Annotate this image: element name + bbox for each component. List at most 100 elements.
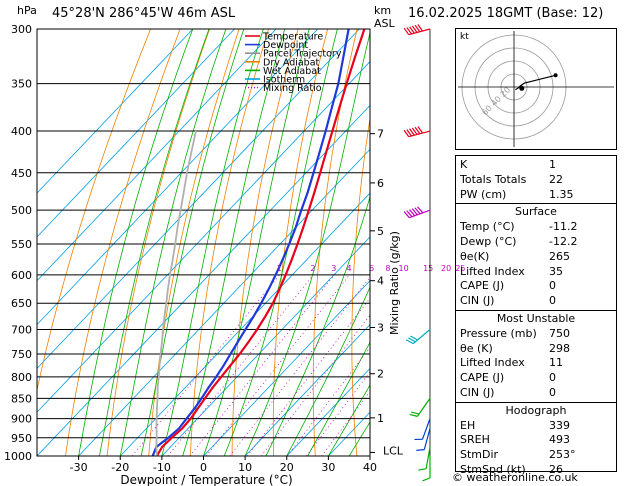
surface-row: CIN (J) 0 (460, 294, 612, 308)
index-label: K (460, 158, 468, 171)
series-parcel-trajectory (155, 130, 197, 456)
section-divider (456, 203, 616, 205)
km-tick-label: 1 (377, 412, 384, 425)
dry-adiabat-line (148, 29, 240, 456)
dry-adiabat-line (622, 29, 629, 456)
surface-row: Temp (°C) -11.2 (460, 220, 612, 234)
km-tick-label: 7 (377, 128, 384, 141)
index-label: Totals Totals (460, 172, 527, 186)
mixing-ratio-label: 20 (441, 264, 451, 273)
wind-barb-flag (410, 335, 418, 341)
isotherm-line (244, 323, 370, 456)
x-tick-label: 10 (238, 461, 252, 474)
index-label: CIN (J) (460, 386, 495, 399)
pressure-tick-label: 800 (11, 371, 32, 384)
legend-label: Parcel Trajectory (263, 49, 342, 60)
mixing-ratio-label: 3 (331, 264, 336, 273)
pressure-tick-label: 700 (11, 324, 32, 337)
index-value: 298 (549, 341, 570, 355)
legend-label: Isotherm (263, 75, 305, 86)
pressure-tick-label: 550 (11, 238, 32, 251)
x-tick-label: 20 (280, 461, 294, 474)
pressure-tick-label: 450 (11, 167, 32, 180)
index-value: 0 (549, 294, 556, 308)
most-unstable-row: CIN (J) 0 (460, 386, 612, 400)
mixing-ratio-label: 6 (369, 264, 374, 273)
most-unstable-row: Lifted Index 11 (460, 356, 612, 370)
x-tick-label: -30 (70, 461, 88, 474)
mixing-ratio-label: 8 (385, 264, 390, 273)
index-value: 0 (549, 279, 556, 293)
index-value: 0 (549, 386, 556, 399)
isotherm-line (37, 29, 194, 194)
index-label: Lifted Index (460, 264, 525, 278)
storm-motion-marker (519, 85, 525, 91)
dry-adiabat-line (65, 29, 181, 456)
x-tick-label: 0 (200, 461, 207, 474)
datetime-header: 16.02.2025 18GMT (Base: 12) (408, 6, 604, 21)
isotherm-line (37, 29, 319, 326)
plot-area (37, 29, 629, 456)
wind-barb-flag (411, 411, 420, 415)
wind-barb-flag (422, 477, 431, 482)
km-tick-label: 5 (377, 225, 384, 238)
hodograph-ring-label: 60 (480, 104, 494, 118)
mixing-ratio-line (167, 274, 314, 456)
wet-adiabat-line (307, 341, 370, 456)
wind-barb-flag (409, 209, 416, 217)
pressure-tick-label: 400 (11, 125, 32, 138)
x-tick-label: -10 (153, 461, 171, 474)
mixing-ratio-line (306, 371, 370, 456)
series-dewpoint (151, 29, 350, 456)
indices-panel: K 1 Totals Totals 22 PW (cm) 1.35 Surface Temp … (455, 155, 617, 476)
most-unstable-section-title: Most Unstable (496, 312, 576, 325)
legend-label: Wet Adiabat (263, 66, 321, 77)
asl-label: ASL (374, 17, 396, 30)
index-label: CIN (J) (460, 294, 495, 308)
index-value: 35 (549, 264, 563, 278)
mixing-ratio-line (246, 297, 370, 456)
wind-barb (405, 329, 431, 345)
wind-barb-flag (403, 27, 410, 36)
wind-barb-flag (417, 24, 424, 32)
mixing-ratio-label: 2 (310, 264, 315, 273)
hodograph-ring-label: 40 (489, 94, 503, 108)
wind-barb-flag (405, 339, 414, 345)
mixing-ratio-label: 1 (277, 264, 282, 273)
wind-barb-flag (403, 129, 410, 138)
km-tick-label: 6 (377, 177, 384, 190)
pressure-tick-label: 750 (11, 348, 32, 361)
mixing-ratio-axis-title: Mixing Ratio (g/kg) (388, 231, 401, 335)
wind-barb (409, 398, 431, 417)
most-unstable-row: CAPE (J) 0 (460, 371, 612, 385)
surface-row: Dewp (°C) -12.2 (460, 235, 612, 249)
isotherm-line (161, 236, 370, 456)
index-label: Lifted Index (460, 356, 525, 370)
copyright-footer: © weatheronline.co.uk (452, 471, 578, 484)
index-value: 1 (549, 158, 556, 171)
mixing-ratio-line (131, 274, 281, 456)
legend-label: Dewpoint (263, 40, 308, 51)
index-value: 265 (549, 249, 570, 263)
wind-barb (414, 418, 431, 441)
hodograph-unit-label: kt (460, 32, 469, 42)
index-label: Dewp (°C) (460, 235, 517, 248)
km-unit-label: km (374, 4, 391, 17)
hodograph-panel: 20 40 60 kt (455, 28, 617, 150)
isotherm-line (120, 192, 370, 456)
pressure-tick-label: 600 (11, 269, 32, 282)
x-axis-title: Dewpoint / Temperature (°C) (120, 473, 292, 486)
index-value: -12.2 (549, 235, 578, 248)
index-value: 1.35 (549, 187, 574, 201)
dry-adiabat-line (426, 29, 446, 456)
hpa-unit-label: hPa (17, 4, 37, 17)
wind-barb-flag (403, 211, 410, 219)
wind-barb-flag (409, 128, 415, 136)
pressure-tick-label: 650 (11, 297, 32, 310)
wind-barb-shaft (416, 398, 431, 417)
wind-barb-flag (409, 413, 418, 417)
index-label: CAPE (J) (460, 279, 505, 293)
section-divider (456, 401, 616, 403)
